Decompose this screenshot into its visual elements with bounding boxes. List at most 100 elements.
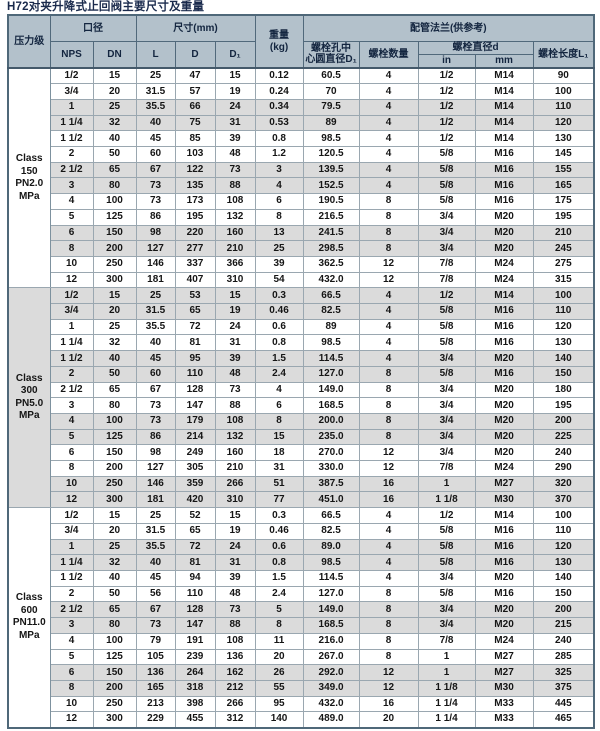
table-cell: M20 (474, 350, 534, 367)
table-cell: 51 (254, 475, 304, 493)
table-cell: 24 (214, 538, 256, 556)
table-cell: 100 (92, 632, 137, 650)
table-cell: 1/2 (417, 83, 476, 100)
table-row: 12 300 229 455 312 140 489.0 20 1 1/4 M33 465 (8, 711, 595, 729)
table-cell: M20 (474, 601, 534, 619)
table-cell: 110 (174, 365, 216, 383)
table-row: 1 1/4 32 40 81 31 0.8 98.5 4 5/8 M16 130 (8, 334, 595, 352)
table-cell: 140 (532, 350, 595, 367)
table-cell: 3 (49, 177, 94, 195)
table-cell: 50 (92, 585, 137, 603)
table-cell: 1 1/8 (417, 491, 476, 509)
table-cell: M16 (474, 554, 534, 571)
table-cell: 127.0 (302, 585, 360, 603)
table-cell: 1 1/4 (49, 334, 94, 352)
table-cell: 310 (214, 271, 256, 289)
table-cell: 0.3 (254, 507, 304, 524)
table-cell: 95 (254, 695, 304, 713)
table-row: 12 300 181 407 310 54 432.0 12 7/8 M24 315 (8, 271, 595, 289)
table-row: 2 1/2 65 67 122 73 3 139.5 4 5/8 M16 155 (8, 161, 595, 179)
table-cell: 20 (254, 648, 304, 666)
table-cell: 25 (135, 507, 176, 524)
table-cell: 147 (174, 397, 216, 414)
table-cell: 100 (532, 507, 595, 524)
header-weight: 重量 (kg) (254, 14, 304, 69)
table-cell: 292.0 (302, 664, 360, 681)
table-row: 1 1/2 40 45 94 39 1.5 114.5 4 3/4 M20 140 (8, 570, 595, 587)
table-cell: 73 (135, 397, 176, 414)
table-cell: 200 (92, 460, 137, 477)
table-cell: 110 (532, 303, 595, 320)
table-row: 1 25 35.5 66 24 0.34 79.5 4 1/2 M14 110 (8, 98, 595, 116)
table-cell: 15 (92, 287, 137, 305)
table-row: 2 1/2 65 67 128 73 4 149.0 8 3/4 M20 180 (8, 381, 595, 399)
table-cell: 8 (49, 240, 94, 257)
table-cell: 330.0 (302, 460, 360, 477)
table-cell: 94 (174, 570, 216, 587)
table-cell: 0.53 (254, 114, 304, 132)
table-cell: 1.2 (254, 146, 304, 163)
table-cell: M24 (474, 255, 534, 273)
table-cell: 110 (174, 585, 216, 603)
table-cell: 20 (92, 83, 137, 100)
table-cell: M16 (474, 538, 534, 556)
table-row: 3/4 20 31.5 65 19 0.46 82.5 4 5/8 M16 110 (8, 303, 595, 320)
table-cell: 8 (358, 428, 419, 446)
table-cell: 290 (532, 460, 595, 477)
table-cell: 100 (92, 412, 137, 430)
header-flange-group: 配管法兰(供参考) (302, 14, 595, 42)
table-cell: 1/2 (417, 507, 476, 524)
table-cell: 90 (532, 67, 595, 85)
table-cell: 24 (214, 318, 256, 336)
table-cell: 0.24 (254, 83, 304, 100)
table-cell: 67 (135, 161, 176, 179)
table-cell: 18 (254, 444, 304, 462)
table-row: 6 150 98 249 160 18 270.0 12 3/4 M20 240 (8, 444, 595, 462)
table-cell: 220 (174, 224, 216, 242)
table-cell: 65 (174, 303, 216, 320)
table-cell: 7/8 (417, 271, 476, 289)
table-cell: 2 1/2 (49, 601, 94, 619)
table-cell: 3/4 (417, 444, 476, 462)
table-cell: 5/8 (417, 365, 476, 383)
table-cell: M24 (474, 632, 534, 650)
table-cell: 320 (532, 475, 595, 493)
table-row: 2 1/2 65 67 128 73 5 149.0 8 3/4 M20 200 (8, 601, 595, 619)
table-cell: 455 (174, 711, 216, 729)
table-cell: 1/2 (417, 287, 476, 305)
table-cell: 8 (254, 617, 304, 634)
table-cell: 72 (174, 318, 216, 336)
table-cell: 0.3 (254, 287, 304, 305)
table-cell: 122 (174, 161, 216, 179)
header-bolt-circle: 螺栓孔中 心圆直径D₁ (302, 40, 360, 69)
table-cell: 181 (135, 271, 176, 289)
table-row: 8 200 127 277 210 25 298.5 8 3/4 M20 245 (8, 240, 595, 257)
table-cell: 86 (135, 208, 176, 226)
table-cell: 200 (92, 679, 137, 697)
table-row: 5 125 105 239 136 20 267.0 8 1 M27 285 (8, 648, 595, 666)
table-cell: 103 (174, 146, 216, 163)
table-cell: 6 (49, 444, 94, 462)
table-cell: 337 (174, 255, 216, 273)
table-cell: M16 (474, 318, 534, 336)
table-cell: 5/8 (417, 585, 476, 603)
table-cell: 53 (174, 287, 216, 305)
table-cell: 12 (49, 491, 94, 509)
table-cell: 152.5 (302, 177, 360, 195)
table-body: Class 150 PN2.0 MPa 1/2 15 25 47 15 0.12 60.5 4 1/2 M… (7, 67, 595, 729)
table-cell: 318 (174, 679, 216, 697)
table-cell: M20 (474, 428, 534, 446)
table-cell: 2.4 (254, 365, 304, 383)
table-cell: 48 (214, 365, 256, 383)
table-cell: 298.5 (302, 240, 360, 257)
table-cell: 16 (358, 491, 419, 509)
table-cell: 0.12 (254, 67, 304, 85)
table-cell: 15 (214, 67, 256, 85)
table-cell: 3 (254, 161, 304, 179)
table-cell: 173 (174, 193, 216, 210)
table-cell: 215 (532, 617, 595, 634)
table-cell: 2 1/2 (49, 161, 94, 179)
table-cell: 125 (92, 208, 137, 226)
table-cell: 11 (254, 632, 304, 650)
header-unit-in: in (417, 53, 476, 69)
